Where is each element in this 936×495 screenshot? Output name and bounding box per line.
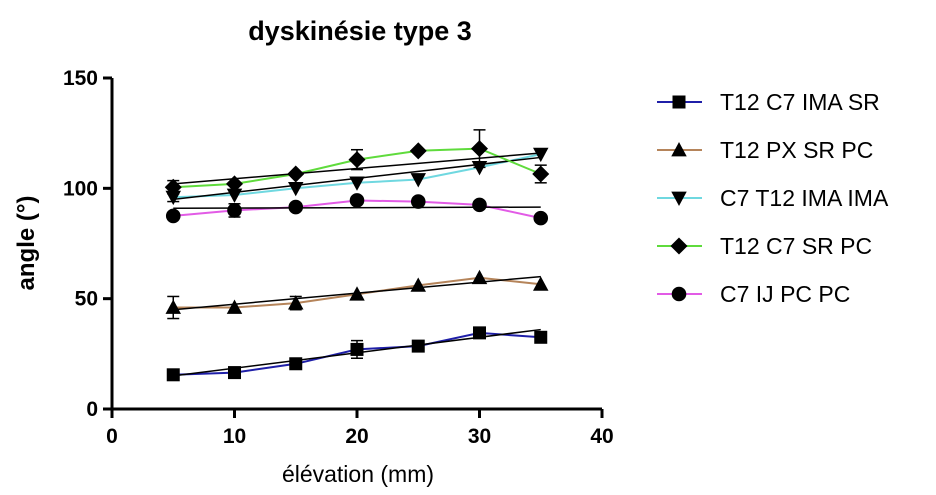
series (166, 326, 548, 382)
x-tick-label: 20 (345, 425, 368, 448)
data-point (533, 276, 549, 291)
y-tick-label: 0 (86, 398, 98, 421)
data-point (349, 286, 365, 301)
legend-label: C7 IJ PC PC (720, 281, 850, 307)
x-tick-label: 30 (468, 425, 491, 448)
chart-title: dyskinésie type 3 (248, 16, 472, 46)
data-point (288, 295, 304, 310)
data-point (166, 368, 180, 382)
x-tick-label: 0 (106, 425, 118, 448)
data-point (288, 199, 304, 215)
legend-label: C7 T12 IMA IMA (720, 185, 889, 211)
data-point (534, 330, 548, 344)
y-tick-label: 100 (63, 177, 98, 200)
data-point (225, 175, 244, 193)
data-point (165, 208, 181, 224)
data-point (226, 299, 243, 314)
legend-label: T12 C7 SR PC (720, 233, 872, 259)
data-point (349, 193, 365, 208)
plot-area (164, 129, 550, 382)
data-point (165, 299, 181, 314)
series (165, 193, 549, 226)
data-point (287, 165, 305, 183)
data-point (349, 176, 365, 191)
legend-item: C7 T12 IMA IMA (657, 185, 889, 211)
series (165, 269, 549, 320)
x-tick-label: 10 (223, 425, 246, 448)
data-point (409, 142, 427, 160)
legend-marker (671, 142, 687, 157)
data-point (348, 151, 366, 169)
y-tick-label: 150 (63, 67, 98, 90)
data-point (228, 366, 241, 380)
legend-item: C7 IJ PC PC (657, 281, 850, 307)
series (164, 129, 550, 196)
data-point (410, 277, 426, 292)
legend-item: T12 PX SR PC (657, 137, 873, 163)
data-point (471, 269, 488, 285)
y-tick-label: 50 (75, 288, 98, 311)
legend-item: T12 C7 IMA SR (657, 89, 880, 115)
data-point (533, 147, 549, 163)
data-point (289, 357, 303, 371)
x-tick-label: 40 (590, 425, 613, 448)
y-axis-label: angle (°) (13, 196, 40, 291)
data-point (227, 203, 242, 218)
x-axis-label: élévation (mm) (282, 461, 434, 487)
legend-marker (670, 237, 688, 255)
legend-marker (672, 95, 686, 109)
legend: T12 C7 IMA SR T12 PX SR PC C7 T12 IMA IMA T… (657, 89, 889, 307)
data-point (470, 140, 489, 158)
legend-marker (671, 286, 687, 302)
data-point (410, 194, 426, 209)
data-point (350, 342, 364, 356)
data-point (473, 326, 486, 340)
data-point (533, 210, 549, 226)
data-point (472, 197, 487, 213)
legend-marker (671, 191, 687, 206)
axes: 0 10 20 30 40 0 50 100 150 (63, 67, 614, 448)
legend-item: T12 C7 SR PC (657, 233, 872, 259)
data-point (532, 165, 550, 183)
data-point (411, 339, 425, 353)
data-point (164, 178, 182, 196)
legend-label: T12 PX SR PC (720, 137, 873, 163)
legend-label: T12 C7 IMA SR (720, 89, 880, 115)
data-point (410, 173, 426, 188)
